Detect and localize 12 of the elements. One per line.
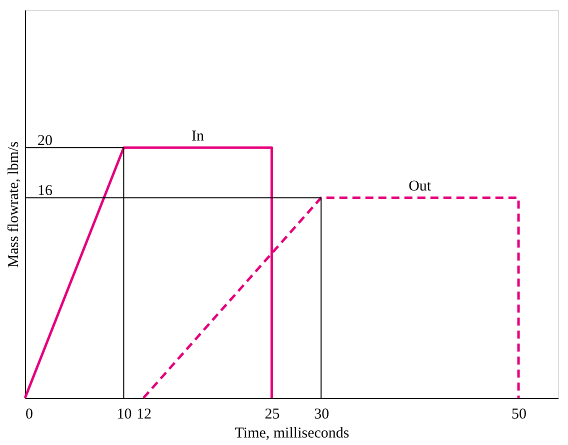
x-tick-label: 50	[512, 406, 527, 422]
x-tick-label: 30	[314, 406, 330, 422]
y-axis-title: Mass flowrate, lbm/s	[6, 141, 22, 268]
x-tick-label: 10	[116, 406, 132, 422]
series-label: In	[191, 128, 204, 145]
x-axis-title: Time, milliseconds	[234, 426, 350, 442]
x-tick-label: 12	[136, 406, 152, 422]
x-tick-label: 25	[264, 406, 280, 422]
y-tick-label: 16	[38, 183, 53, 200]
series-label: Out	[408, 178, 432, 195]
x-tick-label: 0	[26, 406, 33, 422]
y-tick-label: 20	[38, 133, 52, 150]
